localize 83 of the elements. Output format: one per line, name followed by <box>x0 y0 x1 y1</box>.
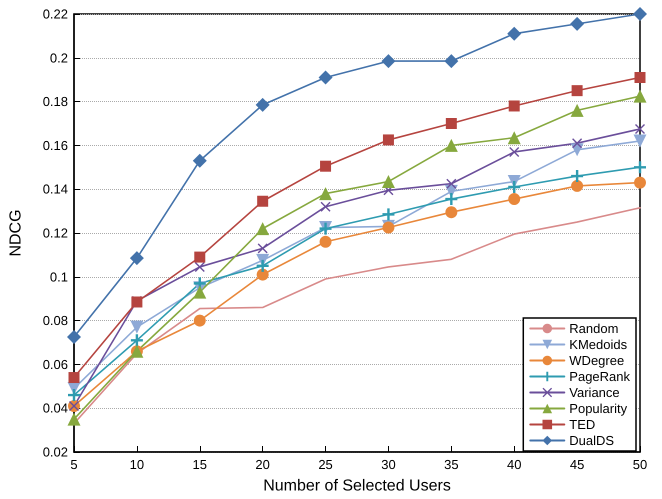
point <box>634 134 646 148</box>
point <box>634 176 646 189</box>
legend-label: TED <box>569 417 596 432</box>
legend-label: WDegree <box>569 353 624 368</box>
point <box>508 193 520 206</box>
point <box>634 90 646 103</box>
legend-label: Variance <box>569 385 620 400</box>
point <box>509 146 520 157</box>
point <box>507 26 522 41</box>
point <box>446 118 457 129</box>
point <box>572 85 583 96</box>
x-tick-label: 45 <box>570 457 584 472</box>
y-tick-label: 0.16 <box>42 138 68 153</box>
y-tick-label: 0.02 <box>42 444 68 460</box>
point <box>194 262 205 272</box>
point <box>633 7 647 21</box>
x-tick-label: 5 <box>70 457 78 472</box>
legend-label: PageRank <box>569 369 630 384</box>
point <box>320 160 332 172</box>
x-tick-label: 10 <box>130 457 144 472</box>
point <box>68 389 80 402</box>
legend-label: DualDS <box>569 433 614 448</box>
point <box>320 202 331 212</box>
point <box>444 54 458 68</box>
legend-label: Random <box>569 321 618 336</box>
point <box>318 70 333 85</box>
point <box>446 178 456 189</box>
x-tick-label: 25 <box>318 457 333 472</box>
x-tick-label: 20 <box>255 457 270 472</box>
x-tick-label: 15 <box>192 457 208 472</box>
point <box>382 208 394 220</box>
y-tick-label: 0.18 <box>42 94 68 110</box>
y-tick-label: 0.14 <box>42 182 68 197</box>
x-axis-title: Number of Selected Users <box>263 478 451 494</box>
point <box>256 222 270 236</box>
point <box>192 154 207 168</box>
point <box>382 134 394 146</box>
y-tick-label: 0.1 <box>50 269 68 284</box>
point <box>508 131 521 144</box>
x-tick-label: 35 <box>444 457 459 472</box>
point <box>381 54 396 68</box>
point <box>256 98 270 112</box>
point <box>571 170 584 182</box>
point <box>319 187 332 200</box>
legend-label: Popularity <box>569 401 628 416</box>
x-tick-label: 30 <box>381 457 396 472</box>
y-tick-label: 0.06 <box>42 356 68 372</box>
y-tick-label: 0.08 <box>42 313 68 328</box>
point <box>193 286 206 299</box>
point <box>382 175 395 188</box>
legend-label: KMedoids <box>569 337 628 352</box>
point <box>634 72 646 84</box>
point <box>444 138 458 152</box>
point <box>68 412 80 426</box>
x-tick-label: 50 <box>632 457 648 472</box>
y-tick-label: 0.2 <box>50 50 68 66</box>
point <box>508 100 520 112</box>
point <box>256 268 269 281</box>
point <box>635 124 645 134</box>
point <box>194 252 206 263</box>
x-tick-label: 40 <box>506 457 522 472</box>
point <box>570 104 584 117</box>
y-tick-label: 0.04 <box>42 400 68 416</box>
point <box>194 314 206 327</box>
point <box>571 180 584 192</box>
point <box>67 330 81 344</box>
point <box>130 320 144 334</box>
point <box>68 372 80 384</box>
point <box>634 161 646 174</box>
point <box>445 206 458 218</box>
point <box>257 196 268 207</box>
point <box>130 334 143 346</box>
y-tick-label: 0.22 <box>42 6 68 22</box>
y-axis-title: NDCG <box>8 209 24 257</box>
point <box>572 138 582 148</box>
point <box>320 236 332 248</box>
point <box>256 260 269 272</box>
y-tick-label: 0.12 <box>42 226 68 240</box>
point <box>445 193 458 206</box>
point <box>258 243 268 254</box>
point <box>130 251 144 266</box>
point <box>508 181 520 194</box>
point <box>570 16 584 31</box>
